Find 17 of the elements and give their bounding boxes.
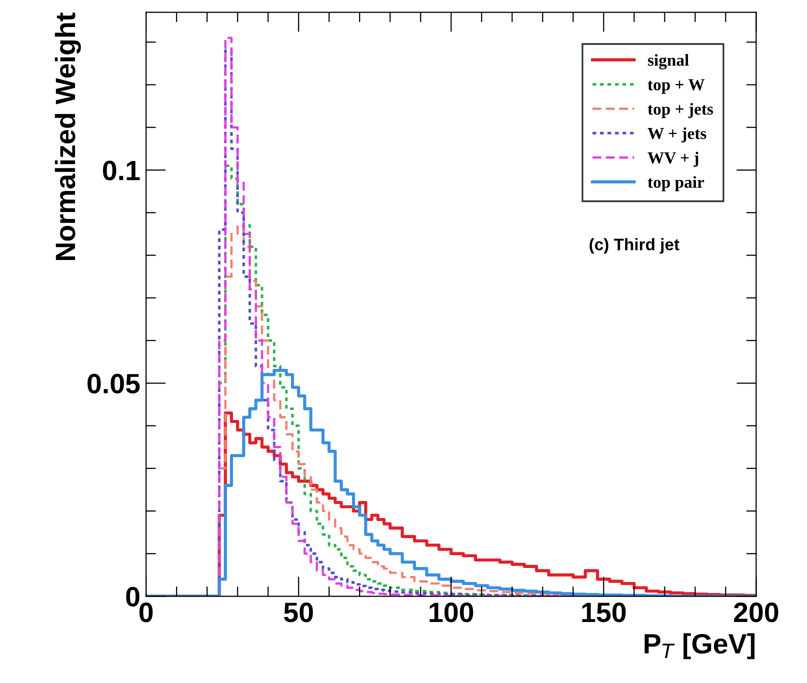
x-tick-label: 50 [284, 602, 313, 622]
y-tick-label: 0 [126, 586, 140, 607]
annotation: (c) Third jet [590, 238, 680, 254]
legend-label: signal [648, 54, 689, 70]
legend-label: top + W [648, 79, 705, 94]
legend-label: top pair [648, 176, 704, 192]
x-tick-label: 100 [430, 602, 474, 622]
legend-label: WV + j [648, 152, 698, 167]
y-tick-label: 0.1 [103, 160, 140, 180]
legend-label: W + jets [648, 127, 706, 142]
legend-label: top + jets [648, 102, 714, 118]
x-axis-title: P$_{T}$ [GeV] [644, 633, 754, 660]
y-tick-label: 0.05 [88, 374, 140, 394]
x-tick-label: 150 [582, 602, 626, 622]
y-axis-title: Normalized Weight [54, 12, 81, 260]
x-tick-label: 200 [734, 602, 778, 622]
x-tick-label: 0 [139, 602, 153, 622]
